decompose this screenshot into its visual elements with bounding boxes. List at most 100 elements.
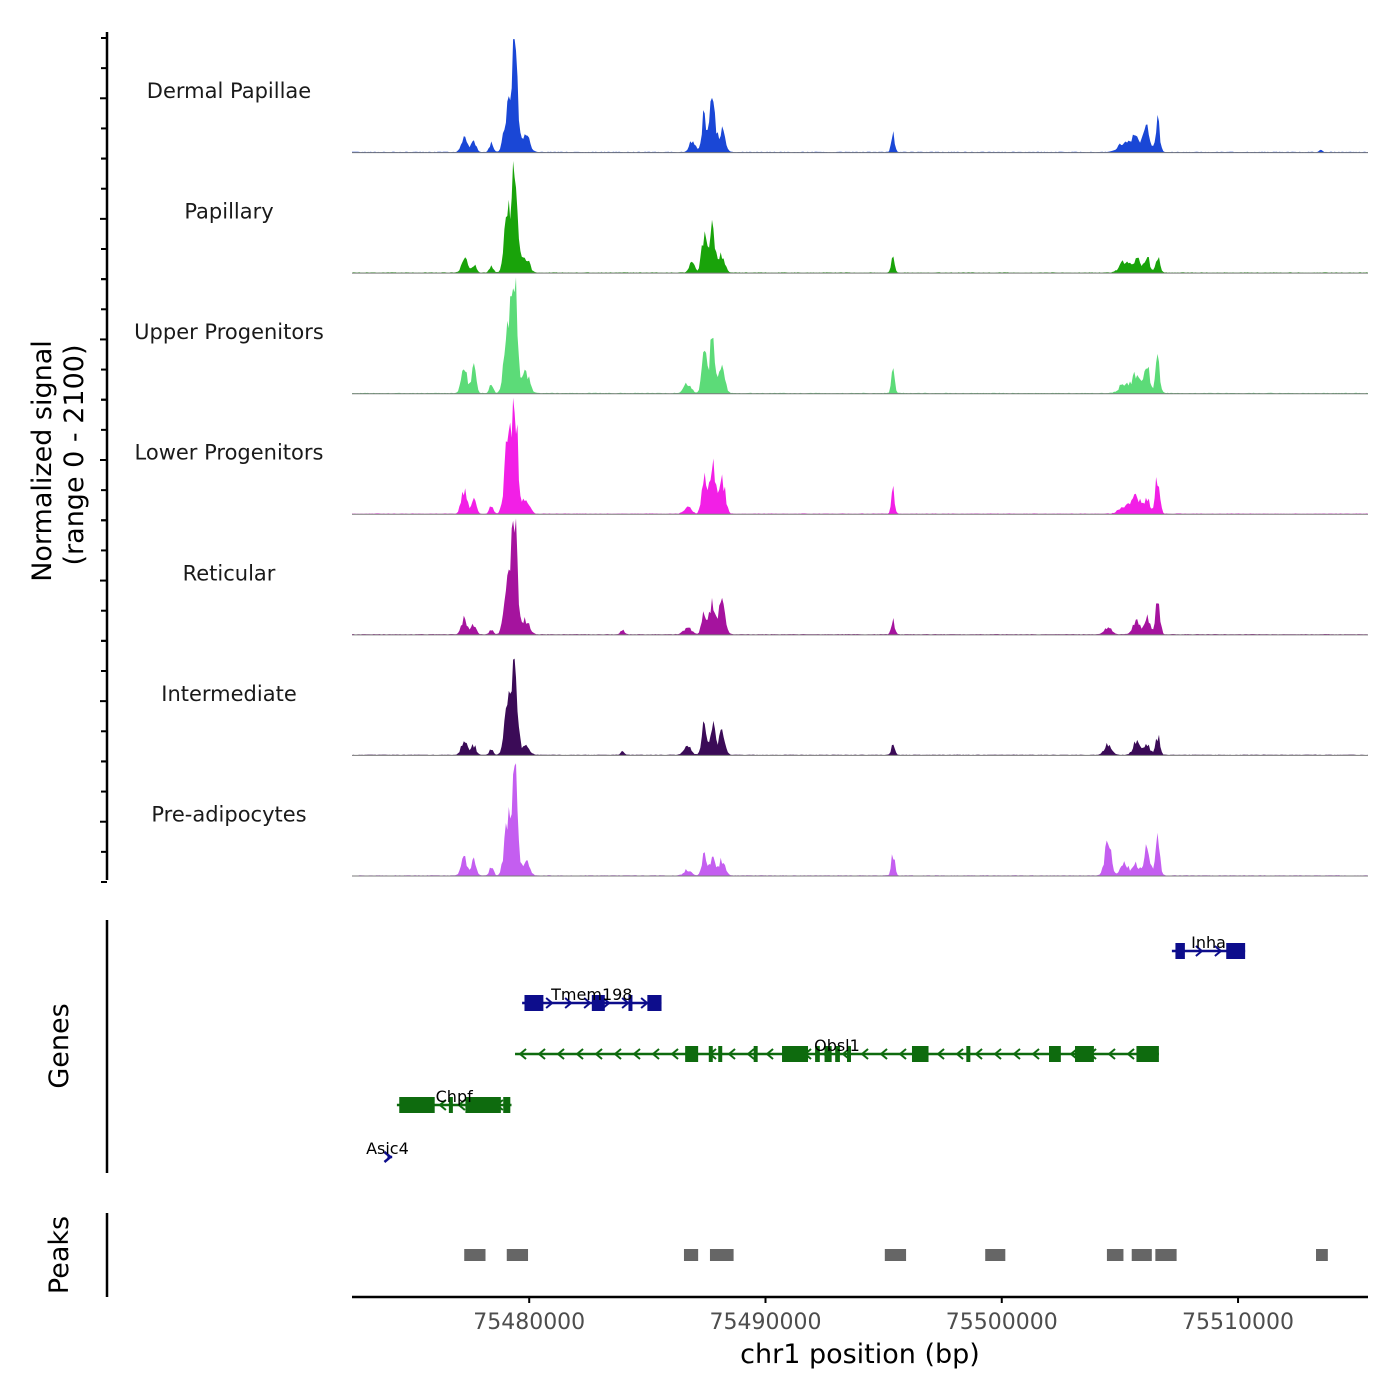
gene-obsl1: Obsl1	[515, 1036, 1159, 1062]
strand-chevron	[1126, 1048, 1135, 1060]
strand-chevron	[746, 1048, 755, 1060]
track-label: Intermediate	[161, 682, 297, 706]
strand-chevron	[1214, 945, 1223, 957]
strand-chevron	[621, 997, 630, 1009]
gene-exon	[708, 1046, 713, 1062]
gene-exon	[815, 1046, 820, 1062]
x-tick-label: 75510000	[1182, 1310, 1294, 1335]
strand-chevron	[993, 1048, 1002, 1060]
track-label: Dermal Papillae	[147, 79, 311, 103]
coverage-track-upper-progenitors: Upper Progenitors	[134, 277, 1368, 395]
strand-chevron	[1195, 945, 1204, 957]
track-label: Reticular	[183, 561, 276, 585]
strand-chevron	[879, 1048, 888, 1060]
gene-exon	[835, 1046, 840, 1062]
coverage-track-reticular: Reticular	[183, 518, 1368, 636]
strand-chevron	[765, 1048, 774, 1060]
gene-exon	[685, 1046, 699, 1062]
x-axis-title: chr1 position (bp)	[740, 1339, 980, 1370]
peak-region	[709, 1249, 734, 1261]
gene-tmem198: Tmem198	[522, 985, 662, 1011]
strand-chevron	[632, 1048, 641, 1060]
gene-exon	[591, 995, 605, 1011]
gene-exon	[524, 995, 544, 1011]
coverage-y-axis	[100, 32, 109, 883]
coverage-area	[352, 397, 1368, 515]
gene-chpf: Chpf	[396, 1087, 512, 1113]
gene-exon	[647, 995, 662, 1011]
strand-chevron	[1107, 1048, 1116, 1060]
strand-chevron	[556, 1048, 565, 1060]
track-label: Papillary	[184, 200, 273, 224]
x-tick-label: 75480000	[473, 1310, 585, 1335]
strand-chevron	[602, 997, 611, 1009]
peak-region	[683, 1249, 699, 1261]
strand-chevron	[936, 1048, 945, 1060]
gene-exon	[753, 1046, 758, 1062]
gene-exon	[399, 1097, 435, 1113]
strand-chevron	[670, 1048, 679, 1060]
strand-chevron	[860, 1048, 869, 1060]
coverage-area	[352, 518, 1368, 635]
coverage-track-intermediate: Intermediate	[161, 658, 1368, 756]
coverage-area	[352, 763, 1368, 876]
gene-exon	[1175, 943, 1185, 959]
gene-exon	[465, 1097, 501, 1113]
gene-label: Obsl1	[814, 1036, 860, 1055]
strand-chevron	[613, 1048, 622, 1060]
gene-exon	[628, 995, 633, 1011]
coverage-area	[352, 161, 1368, 274]
coverage-track-pre-adipocytes: Pre-adipocytes	[151, 763, 1368, 877]
strand-chevron	[545, 997, 554, 1009]
coverage-track-lower-progenitors: Lower Progenitors	[135, 397, 1368, 515]
gene-exon	[1049, 1046, 1061, 1062]
coverage-track-papillary: Papillary	[184, 161, 1368, 274]
coverage-ylabel-line2: (range 0 - 2100)	[59, 345, 90, 566]
strand-chevron	[518, 1048, 527, 1060]
gene-label: Tmem198	[550, 985, 632, 1004]
gene-exon	[1136, 1046, 1159, 1062]
genes-ylabel: Genes	[44, 1003, 75, 1088]
coverage-panel: Dermal Papillae Papillary Upper Progenitor…	[134, 39, 1368, 877]
strand-chevron	[651, 1048, 660, 1060]
x-tick-label: 75490000	[709, 1310, 821, 1335]
strand-chevron	[1031, 1048, 1040, 1060]
gene-exon	[718, 1046, 723, 1062]
coverage-track-dermal-papillae: Dermal Papillae	[147, 39, 1368, 154]
strand-chevron	[438, 1099, 447, 1111]
strand-chevron	[564, 997, 573, 1009]
peak-region	[1106, 1249, 1124, 1261]
coverage-area	[352, 39, 1368, 153]
strand-chevron	[1012, 1048, 1021, 1060]
gene-exon	[911, 1046, 929, 1062]
peak-region	[884, 1249, 907, 1261]
gene-label: Inha	[1191, 933, 1226, 952]
strand-chevron	[537, 1048, 546, 1060]
strand-chevron	[640, 997, 649, 1009]
gene-exon	[847, 1046, 852, 1062]
peak-region	[1131, 1249, 1152, 1261]
peaks-panel	[464, 1249, 1328, 1261]
peak-region	[464, 1249, 486, 1261]
gene-exon	[448, 1097, 453, 1113]
coverage-ylabel-line1: Normalized signal	[27, 340, 58, 582]
gene-asic4: Asic4	[366, 1139, 409, 1163]
track-label: Upper Progenitors	[134, 320, 324, 344]
strand-chevron	[727, 1048, 736, 1060]
strand-chevron	[583, 997, 592, 1009]
gene-label: Chpf	[436, 1087, 473, 1106]
track-label: Lower Progenitors	[135, 441, 324, 465]
strand-chevron	[457, 1099, 466, 1111]
peaks-ylabel: Peaks	[44, 1216, 75, 1294]
peak-region	[1155, 1249, 1177, 1261]
peak-region	[506, 1249, 529, 1261]
coverage-area	[352, 658, 1368, 756]
coverage-area	[352, 277, 1368, 394]
track-label: Pre-adipocytes	[151, 802, 306, 826]
strand-chevron	[955, 1048, 964, 1060]
strand-chevron	[383, 1151, 393, 1163]
x-axis: 75480000 75490000 75500000 75510000	[352, 1295, 1368, 1335]
strand-chevron	[575, 1048, 584, 1060]
gene-exon	[824, 1046, 832, 1062]
